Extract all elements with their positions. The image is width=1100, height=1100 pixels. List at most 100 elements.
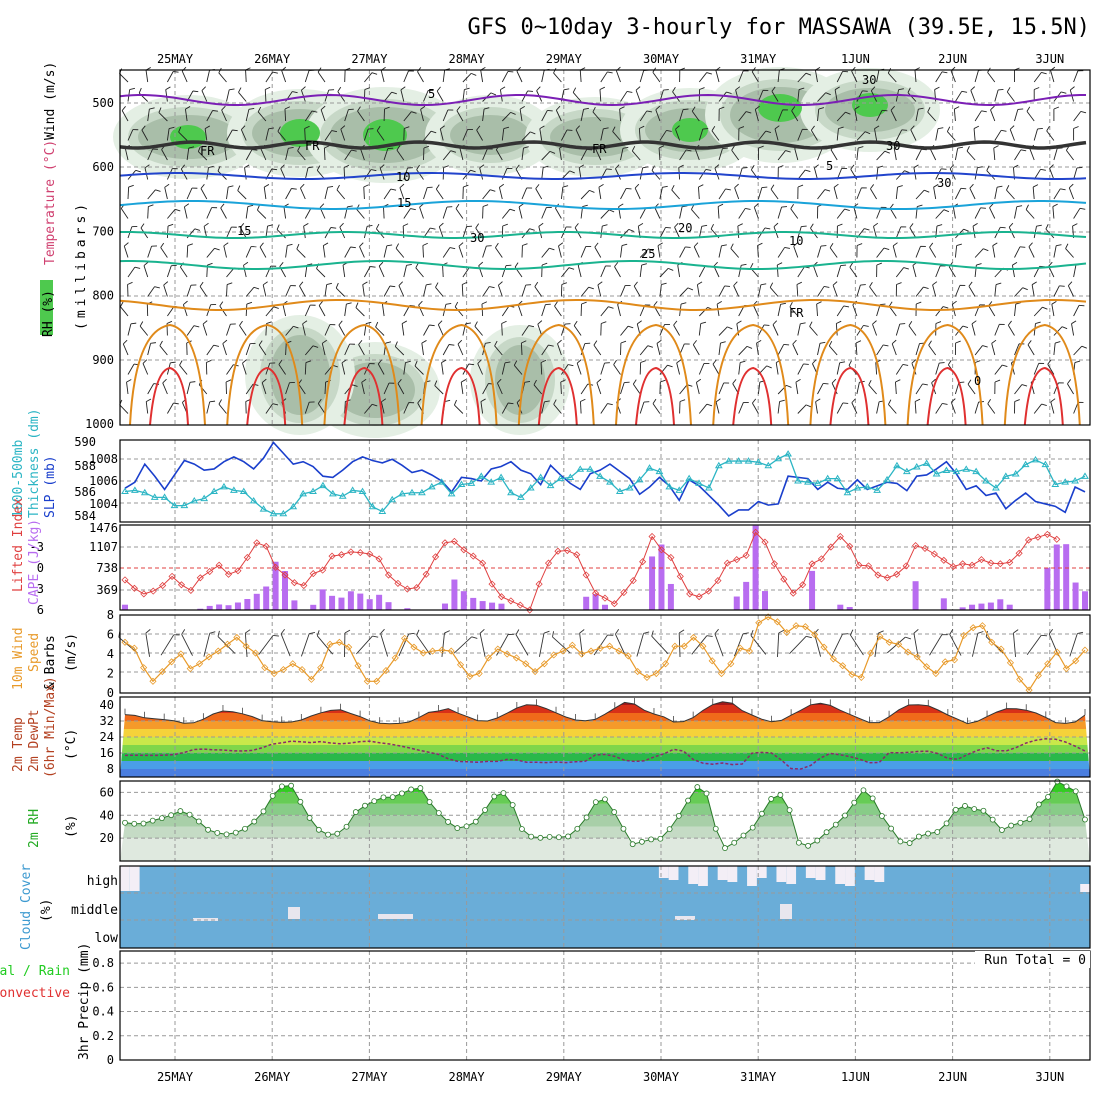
barb-shaft xyxy=(459,148,464,161)
barb-shaft xyxy=(180,266,188,278)
barb-shaft xyxy=(659,130,667,141)
barb-shaft xyxy=(376,130,385,141)
barb-flag xyxy=(648,248,654,252)
barb-flag xyxy=(228,185,234,188)
slp-lines xyxy=(121,441,1089,517)
barb-flag xyxy=(987,398,991,405)
rh2m-marker xyxy=(851,799,858,806)
barb-flag xyxy=(191,187,198,189)
wind10-barb-flag xyxy=(145,629,151,634)
barb-flag xyxy=(464,87,470,91)
wind-barb xyxy=(888,399,897,414)
barb-shaft xyxy=(1073,167,1078,180)
isotherm-35 xyxy=(732,366,773,426)
barb-flag xyxy=(127,281,133,285)
wind10-barb xyxy=(1026,634,1048,655)
wind-barb xyxy=(1014,287,1028,297)
wind-barb xyxy=(954,284,966,297)
barb-shaft xyxy=(442,150,452,161)
barb-flag xyxy=(568,267,575,270)
li-tick-label: 3 xyxy=(37,582,44,596)
li-marker xyxy=(450,537,458,545)
barb-shaft xyxy=(439,128,444,141)
barb-shaft xyxy=(147,189,156,200)
barb-flag xyxy=(388,382,395,384)
barb-shaft xyxy=(501,265,507,278)
cape-bar xyxy=(122,604,128,610)
barb-flag xyxy=(618,203,624,208)
li-marker xyxy=(319,566,327,574)
barb-shaft xyxy=(817,92,827,102)
barb-flag xyxy=(126,379,132,383)
barb-shaft xyxy=(659,324,666,336)
barb-flag xyxy=(714,164,720,169)
isotherm-label: FR xyxy=(305,139,320,153)
barb-flag xyxy=(1020,149,1027,152)
barb-flag xyxy=(479,164,485,169)
barb-flag xyxy=(982,345,988,348)
wind-barb xyxy=(769,282,779,297)
barb-flag xyxy=(687,287,694,291)
barb-flag xyxy=(394,341,398,347)
barb-shaft xyxy=(304,265,308,278)
wind10-barb-shaft xyxy=(244,632,248,658)
barb-flag xyxy=(874,125,880,130)
barb-flag xyxy=(379,164,385,169)
wind-barb xyxy=(415,262,424,278)
barb-flag xyxy=(300,183,305,189)
wind10-barb xyxy=(1069,631,1084,657)
wind-barb xyxy=(435,184,444,200)
barb-flag xyxy=(336,184,340,191)
barb-flag xyxy=(612,126,616,132)
barb-shaft xyxy=(777,304,782,317)
barb-shaft xyxy=(206,207,213,219)
barb-flag xyxy=(599,86,606,90)
wind10-barb-flag xyxy=(814,628,819,634)
wind-barb xyxy=(383,188,397,200)
barb-shaft xyxy=(358,344,365,356)
wind-barb xyxy=(541,150,556,161)
wind-barb xyxy=(278,359,286,375)
wind10-barb-shaft xyxy=(949,634,962,656)
thickness-marker xyxy=(507,488,515,496)
barb-shaft xyxy=(285,188,292,200)
rh2m-marker xyxy=(445,819,451,825)
wind10-barb-flag xyxy=(316,630,320,636)
barb-shaft xyxy=(123,245,129,258)
rh2m-marker xyxy=(389,794,396,801)
thickness-marker xyxy=(833,474,842,482)
wind10-marker xyxy=(820,643,828,651)
barb-flag xyxy=(717,203,724,207)
ylabel-2m-rh: 2m RH xyxy=(27,809,42,848)
rh2m-marker xyxy=(223,831,230,838)
wind-barb xyxy=(659,324,670,336)
barb-flag xyxy=(171,264,177,267)
wind-barb xyxy=(946,126,956,141)
barb-flag xyxy=(399,183,405,188)
barb-flag xyxy=(149,107,155,110)
barb-flag xyxy=(213,344,220,347)
rh2m-marker xyxy=(934,829,941,835)
wind-barb xyxy=(679,287,694,297)
wind10-barb xyxy=(949,629,962,656)
wind10-marker xyxy=(1006,659,1015,667)
rh2m-marker xyxy=(509,802,516,808)
barb-flag xyxy=(838,126,844,129)
barb-flag xyxy=(190,284,197,286)
barb-flag xyxy=(560,379,566,383)
barb-shaft xyxy=(679,206,683,219)
barb-shaft xyxy=(324,324,331,336)
wind-barb xyxy=(1007,320,1015,336)
wind-barb xyxy=(285,381,295,395)
wind-barb xyxy=(479,164,485,180)
rh2m-marker xyxy=(639,838,645,845)
barb-shaft xyxy=(718,245,722,258)
barb-shaft xyxy=(520,342,523,356)
barb-shaft xyxy=(167,402,174,414)
barb-flag xyxy=(400,86,406,91)
barb-flag xyxy=(535,184,540,189)
wind10-barb xyxy=(913,629,919,657)
barb-flag xyxy=(291,188,297,190)
wind10-barb xyxy=(453,636,478,654)
